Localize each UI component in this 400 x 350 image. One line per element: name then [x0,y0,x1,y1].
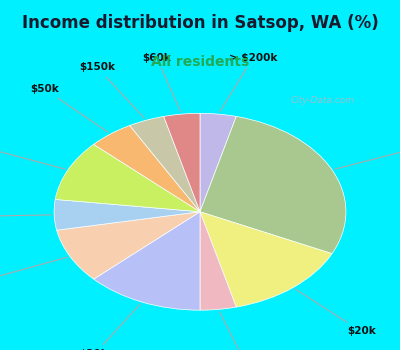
Text: $100k: $100k [335,141,400,169]
Wedge shape [55,145,200,212]
Wedge shape [57,212,200,279]
Text: $60k: $60k [142,52,180,112]
Wedge shape [200,117,346,254]
Text: $30k: $30k [80,304,140,350]
Text: $20k: $20k [295,289,376,336]
Text: $200k: $200k [0,257,67,287]
Text: Income distribution in Satsop, WA (%): Income distribution in Satsop, WA (%) [22,14,378,32]
Text: $75k: $75k [0,141,65,169]
Text: City-Data.com: City-Data.com [291,96,355,105]
Text: $150k: $150k [79,62,144,118]
Wedge shape [200,212,332,307]
Text: $50k: $50k [30,84,108,132]
Wedge shape [130,117,200,212]
Wedge shape [94,212,200,310]
Wedge shape [200,113,236,212]
Text: $125k: $125k [220,312,265,350]
Wedge shape [200,212,236,310]
Wedge shape [94,126,200,212]
Text: All residents: All residents [151,55,249,69]
Text: $40k: $40k [0,212,51,222]
Wedge shape [164,113,200,212]
Wedge shape [54,199,200,230]
Text: > $200k: > $200k [220,52,277,112]
